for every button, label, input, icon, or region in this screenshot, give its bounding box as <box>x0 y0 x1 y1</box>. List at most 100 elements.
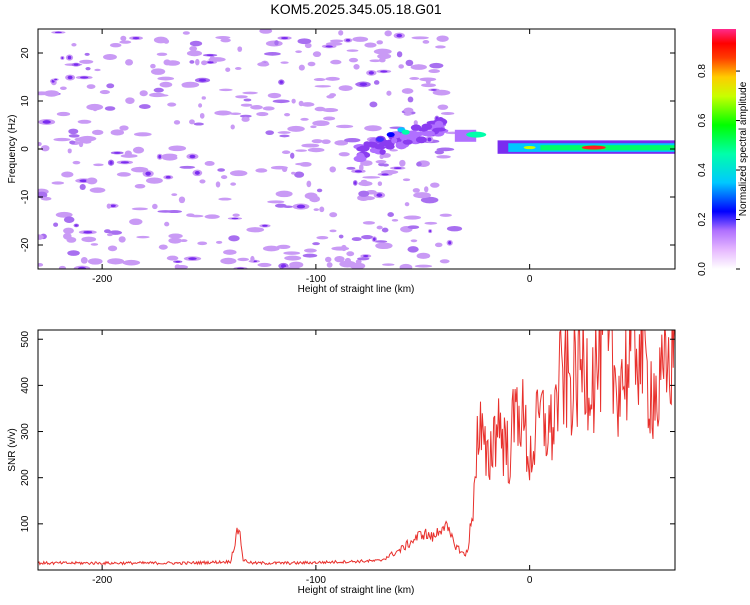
noise-blob <box>164 221 170 227</box>
noise-blob <box>166 255 179 261</box>
noise-core <box>363 254 369 258</box>
noise-blob <box>436 147 455 152</box>
noise-blob <box>322 107 339 113</box>
rise-blob <box>391 137 398 144</box>
noise-blob <box>56 111 71 117</box>
spectrogram-marks <box>38 29 675 269</box>
noise-core <box>67 75 73 80</box>
noise-blob <box>314 85 332 88</box>
noise-blob <box>353 64 360 70</box>
noise-blob <box>77 119 92 124</box>
noise-blob <box>239 114 252 118</box>
noise-blob <box>338 152 350 157</box>
noise-blob <box>414 264 433 268</box>
noise-blob <box>69 140 76 145</box>
snr-marks <box>38 330 675 566</box>
noise-blob <box>283 251 301 255</box>
noise-blob <box>229 112 242 116</box>
noise-blob <box>124 150 132 157</box>
noise-blob <box>428 69 441 74</box>
noise-blob <box>38 234 44 240</box>
noise-blob <box>284 255 302 261</box>
noise-blob <box>136 235 150 239</box>
noise-core <box>165 175 171 179</box>
rise-core <box>401 129 410 135</box>
noise-blob <box>162 155 178 161</box>
noise-blob <box>421 83 436 88</box>
noise-blob <box>403 215 421 220</box>
noise-blob <box>297 38 312 45</box>
noise-blob <box>72 160 81 165</box>
noise-core <box>431 89 437 91</box>
noise-core <box>194 170 200 175</box>
noise-blob <box>256 112 269 117</box>
noise-blob <box>60 86 67 90</box>
noise-blob <box>178 196 186 204</box>
noise-blob <box>291 171 296 175</box>
noise-blob <box>215 36 231 40</box>
noise-blob <box>40 145 50 152</box>
noise-core <box>373 237 376 241</box>
noise-blob <box>338 85 353 92</box>
noise-blob <box>410 239 418 243</box>
rise-blob <box>353 155 367 163</box>
noise-blob <box>133 132 152 137</box>
noise-blob <box>311 139 323 144</box>
noise-blob <box>437 104 449 110</box>
noise-blob <box>138 104 151 110</box>
noise-blob <box>376 40 383 45</box>
noise-blob <box>198 103 203 108</box>
spectrogram-ytick-label: -10 <box>20 189 31 204</box>
noise-blob <box>189 46 198 52</box>
rise-blob <box>379 149 386 155</box>
noise-blob <box>232 213 240 217</box>
noise-blob <box>403 107 414 113</box>
noise-blob <box>338 30 344 36</box>
noise-core <box>188 257 197 261</box>
noise-blob <box>358 181 373 187</box>
noise-blob <box>329 229 337 233</box>
noise-blob <box>362 176 381 179</box>
noise-blob <box>149 92 165 98</box>
noise-blob <box>436 35 449 42</box>
spectrogram-xlabel: Height of straight line (km) <box>298 284 415 295</box>
snr-ylabel: SNR (v/v) <box>7 428 18 471</box>
noise-blob <box>399 159 406 167</box>
spectrogram-ytick-label: 0 <box>20 146 31 152</box>
noise-blob <box>344 138 361 143</box>
noise-blob <box>334 255 345 263</box>
noise-blob <box>310 125 317 129</box>
noise-core <box>280 264 287 268</box>
noise-blob <box>384 30 392 37</box>
noise-blob <box>86 177 98 185</box>
noise-blob <box>375 160 387 164</box>
noise-blob <box>373 80 380 85</box>
snr-panel: -200 -100 0 100 200 300 400 500 Height of strai… <box>7 329 676 596</box>
noise-blob <box>84 52 90 56</box>
noise-blob <box>439 213 452 217</box>
noise-blob <box>199 112 205 119</box>
noise-blob <box>416 161 422 167</box>
noise-blob <box>289 261 304 269</box>
noise-blob <box>201 60 208 66</box>
noise-blob <box>116 172 131 177</box>
noise-blob <box>329 212 338 218</box>
noise-blob <box>274 203 287 208</box>
noise-blob <box>241 116 250 122</box>
noise-blob <box>74 137 91 142</box>
noise-blob <box>316 188 323 193</box>
noise-blob <box>131 207 149 211</box>
noise-blob <box>53 222 59 227</box>
noise-blob <box>416 252 431 259</box>
noise-blob <box>257 262 272 267</box>
noise-blob <box>197 241 208 246</box>
noise-blob <box>67 148 72 154</box>
noise-blob <box>346 49 359 52</box>
noise-blob <box>109 43 122 48</box>
noise-blob <box>424 221 438 225</box>
noise-blob <box>61 171 74 178</box>
noise-blob <box>295 50 302 53</box>
noise-blob <box>131 166 149 173</box>
noise-blob <box>316 236 329 240</box>
